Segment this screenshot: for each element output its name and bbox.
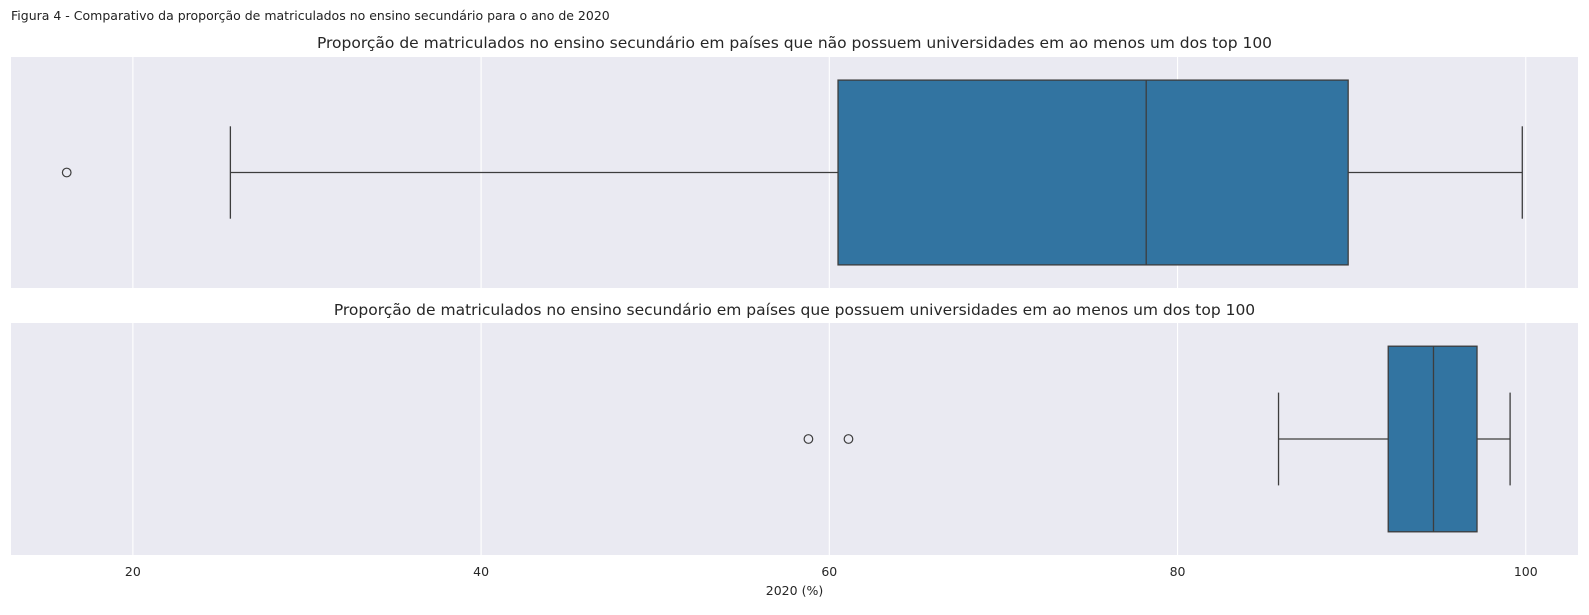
- figure-caption: Figura 4 - Comparativo da proporção de m…: [11, 8, 610, 23]
- panel-title: Proporção de matriculados no ensino secu…: [334, 301, 1255, 319]
- x-tick-label: 80: [1170, 564, 1186, 579]
- x-tick-label: 20: [125, 564, 141, 579]
- chart-panel-2: Proporção de matriculados no ensino secu…: [11, 301, 1578, 598]
- outlier-point: [843, 434, 854, 444]
- x-axis-label: 2020 (%): [766, 583, 823, 598]
- outlier-point: [803, 434, 814, 444]
- x-tick-label: 40: [473, 564, 489, 579]
- chart-panel-1: Proporção de matriculados no ensino secu…: [11, 34, 1578, 288]
- iqr-box: [1387, 345, 1478, 533]
- outlier-point: [61, 167, 72, 178]
- iqr-box: [837, 79, 1349, 266]
- panel-title: Proporção de matriculados no ensino secu…: [317, 34, 1272, 52]
- x-tick-label: 60: [821, 564, 837, 579]
- x-tick-label: 100: [1514, 564, 1538, 579]
